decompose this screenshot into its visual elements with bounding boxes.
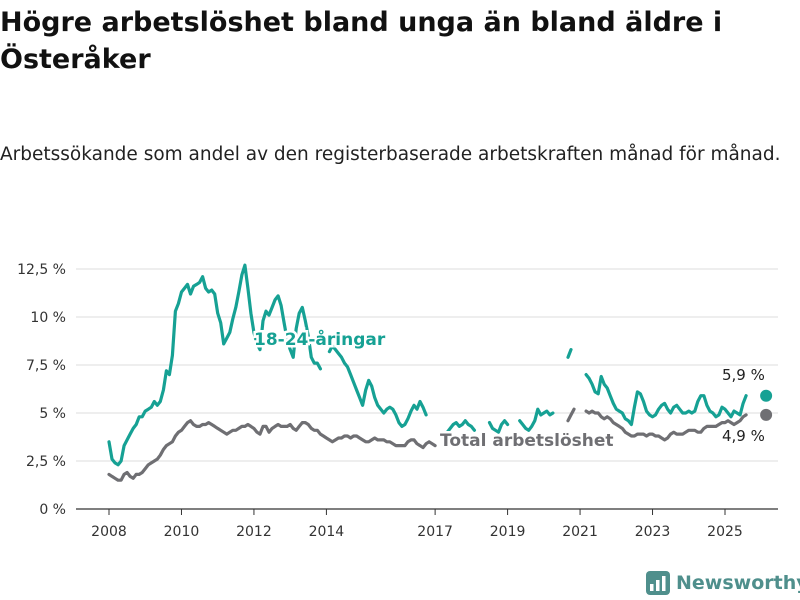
brand-name: Newsworthy — [676, 572, 800, 594]
x-tick-label: 2012 — [236, 524, 272, 540]
y-tick-label: 7,5 % — [26, 358, 66, 374]
end-label-young: 5,9 % — [722, 366, 765, 384]
end-point-young — [760, 389, 773, 402]
x-tick-label: 2008 — [91, 524, 127, 540]
series-line-total — [107, 407, 748, 482]
y-tick-label: 5 % — [39, 406, 66, 422]
series-line-young — [107, 263, 748, 467]
chart-title: Högre arbetslöshet bland unga än bland ä… — [0, 7, 723, 75]
newsworthy-logo: Newsworthy — [646, 568, 800, 598]
series-label-total: Total arbetslöshet — [440, 431, 614, 451]
x-tick-label: 2014 — [309, 524, 345, 540]
y-tick-label: 2,5 % — [26, 454, 66, 470]
x-tick-label: 2017 — [417, 524, 453, 540]
chart-subtitle: Arbetssökande som andel av den registerb… — [0, 144, 781, 165]
y-tick-label: 10 % — [30, 310, 66, 326]
x-tick-label: 2025 — [707, 524, 743, 540]
x-axis: 2008 2010 2012 2014 2017 2019 2021 2023 2025 — [76, 508, 778, 540]
end-label-total: 4,9 % — [722, 427, 765, 445]
x-tick-label: 2021 — [562, 524, 598, 540]
bar-chart-icon — [646, 571, 670, 595]
line-chart: 0 %2,5 %5 %7,5 %10 %12,5 % 2008 2010 2012 2… — [17, 262, 778, 540]
gridlines — [76, 268, 778, 462]
series-label-young: 18-24-åringar — [254, 328, 386, 350]
y-tick-label: 0 % — [39, 502, 66, 518]
y-tick-label: 12,5 % — [17, 262, 66, 278]
x-tick-label: 2010 — [164, 524, 200, 540]
x-tick-label: 2019 — [490, 524, 526, 540]
series-labels: 18-24-åringar Total arbetslöshet 5,9 % 4,9 … — [252, 326, 767, 454]
series-lines — [107, 263, 773, 482]
end-point-total — [760, 408, 773, 421]
x-tick-label: 2023 — [635, 524, 671, 540]
y-axis: 0 % 2,5 % 5 % 7,5 % 10 % 12,5 % — [17, 262, 66, 518]
